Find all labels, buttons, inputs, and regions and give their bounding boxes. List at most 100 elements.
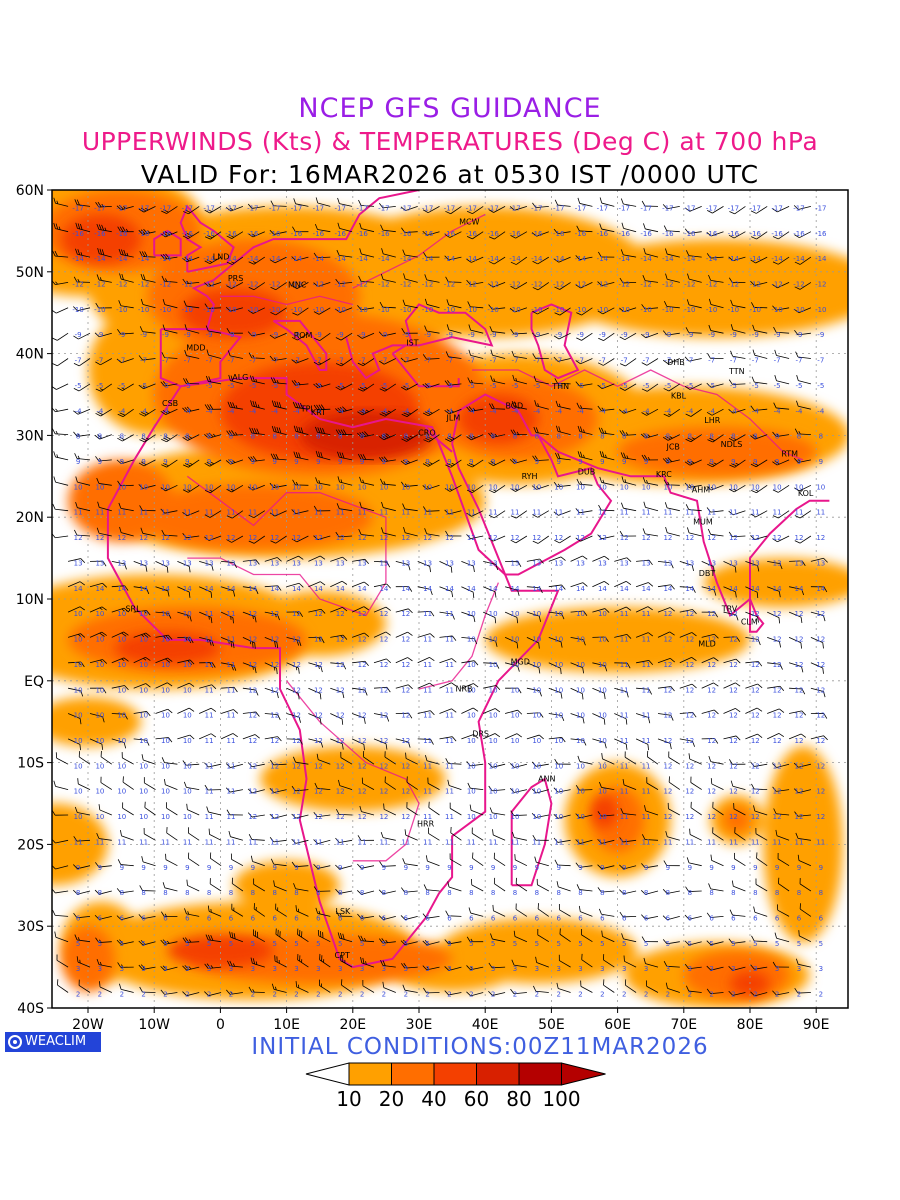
temperature-value: 8 (404, 433, 408, 441)
temperature-value: 9 (207, 458, 211, 466)
barb-half-flag (123, 206, 127, 209)
barb-flag (146, 740, 150, 746)
temperature-value: -17 (182, 204, 193, 212)
wind-barb (160, 408, 178, 415)
wind-barb (119, 983, 134, 993)
barb-half-flag (208, 283, 212, 286)
temperature-value: 10 (511, 610, 520, 618)
chart-subtitle: UPPERWINDS (Kts) & TEMPERATURES (Deg C) … (81, 127, 819, 156)
barb-flag (144, 251, 148, 257)
temperature-value: -5 (337, 382, 344, 390)
temperature-value: 13 (532, 560, 541, 568)
barb-flag (120, 249, 124, 256)
barb-flag (189, 707, 195, 712)
temperature-value: -7 (380, 357, 387, 365)
temperature-value: 6 (819, 915, 824, 923)
temperature-value: 12 (358, 534, 367, 542)
barb-flag (204, 303, 209, 309)
temperature-value: 2 (338, 991, 342, 999)
temperature-value: 9 (666, 458, 670, 466)
temperature-value: -7 (577, 357, 584, 365)
temperature-value: 10 (729, 483, 738, 491)
temperature-value: 11 (816, 838, 825, 846)
barb-staff (144, 833, 156, 841)
barb-staff (144, 807, 156, 816)
wind-barb (138, 459, 156, 467)
temperature-value: 12 (685, 813, 694, 821)
temperature-value: 9 (382, 864, 386, 872)
temperature-value: -12 (400, 281, 411, 289)
barb-half-flag (79, 959, 81, 964)
barb-staff (166, 807, 178, 816)
wind-barb (117, 962, 134, 968)
temperature-value: 11 (620, 661, 629, 669)
barb-half-flag (99, 659, 103, 663)
barb-staff (100, 782, 113, 790)
temperature-value: -9 (555, 331, 562, 339)
temperature-value: 3 (316, 965, 320, 973)
barb-flag (160, 233, 166, 238)
barb-half-flag (188, 939, 192, 943)
temperature-value: 8 (775, 433, 779, 441)
temperature-value: -17 (553, 204, 564, 212)
temperature-value: -5 (708, 382, 715, 390)
temperature-value: 12 (292, 610, 301, 618)
barb-staff (142, 532, 156, 537)
temperature-value: -17 (618, 204, 629, 212)
barb-flag (188, 566, 191, 573)
temperature-value: -10 (269, 306, 280, 314)
temperature-value: 12 (292, 636, 301, 644)
temperature-value: 3 (229, 965, 233, 973)
barb-flag (95, 456, 100, 462)
temperature-value: 11 (205, 737, 214, 745)
barb-flag (141, 856, 144, 862)
barb-flag (167, 590, 170, 597)
border-path (186, 475, 387, 617)
wind-barb (205, 325, 222, 334)
barb-flag (98, 224, 102, 231)
barb-staff (208, 763, 222, 768)
temperature-value: 6 (688, 915, 693, 923)
wind-barb (139, 326, 156, 334)
temperature-value: 3 (644, 965, 648, 973)
barb-half-flag (169, 231, 173, 235)
barb-flag (116, 915, 122, 921)
temperature-value: 14 (511, 585, 520, 593)
barb-flag (160, 939, 165, 945)
barb-staff (68, 687, 81, 692)
temperature-value: 12 (773, 686, 782, 694)
temperature-value: -14 (182, 255, 194, 263)
barb-staff (67, 581, 81, 588)
temperature-value: 12 (248, 636, 257, 644)
wind-barb (116, 204, 134, 211)
temperature-value: -9 (184, 331, 191, 339)
barb-flag (101, 606, 107, 611)
temperature-value: -17 (269, 204, 280, 212)
wind-barb (119, 526, 134, 537)
barb-flag (146, 711, 151, 717)
temperature-value: -10 (531, 306, 542, 314)
temperature-value: -16 (269, 230, 281, 238)
wind-barb (204, 459, 222, 467)
temperature-value: 9 (556, 864, 560, 872)
barb-flag (182, 437, 188, 441)
wind-barb (183, 206, 200, 215)
barb-half-flag (165, 278, 168, 282)
wind-barb (161, 275, 178, 283)
barb-flag (186, 803, 188, 810)
temperature-value: 14 (729, 585, 738, 593)
temperature-value: 11 (161, 838, 170, 846)
barb-flag (160, 989, 165, 995)
barb-flag (233, 590, 236, 597)
temperature-value: 8 (425, 889, 429, 897)
temperature-value: 6 (76, 915, 81, 923)
wind-barb (122, 776, 134, 790)
temperature-value: 2 (644, 991, 648, 999)
temperature-value: 10 (117, 686, 126, 694)
temperature-value: 6 (666, 915, 671, 923)
temperature-value: 10 (95, 610, 104, 618)
temperature-value: 6 (163, 915, 168, 923)
temperature-value: -17 (313, 204, 324, 212)
barb-flag (145, 683, 151, 688)
temperature-value: 11 (117, 838, 126, 846)
